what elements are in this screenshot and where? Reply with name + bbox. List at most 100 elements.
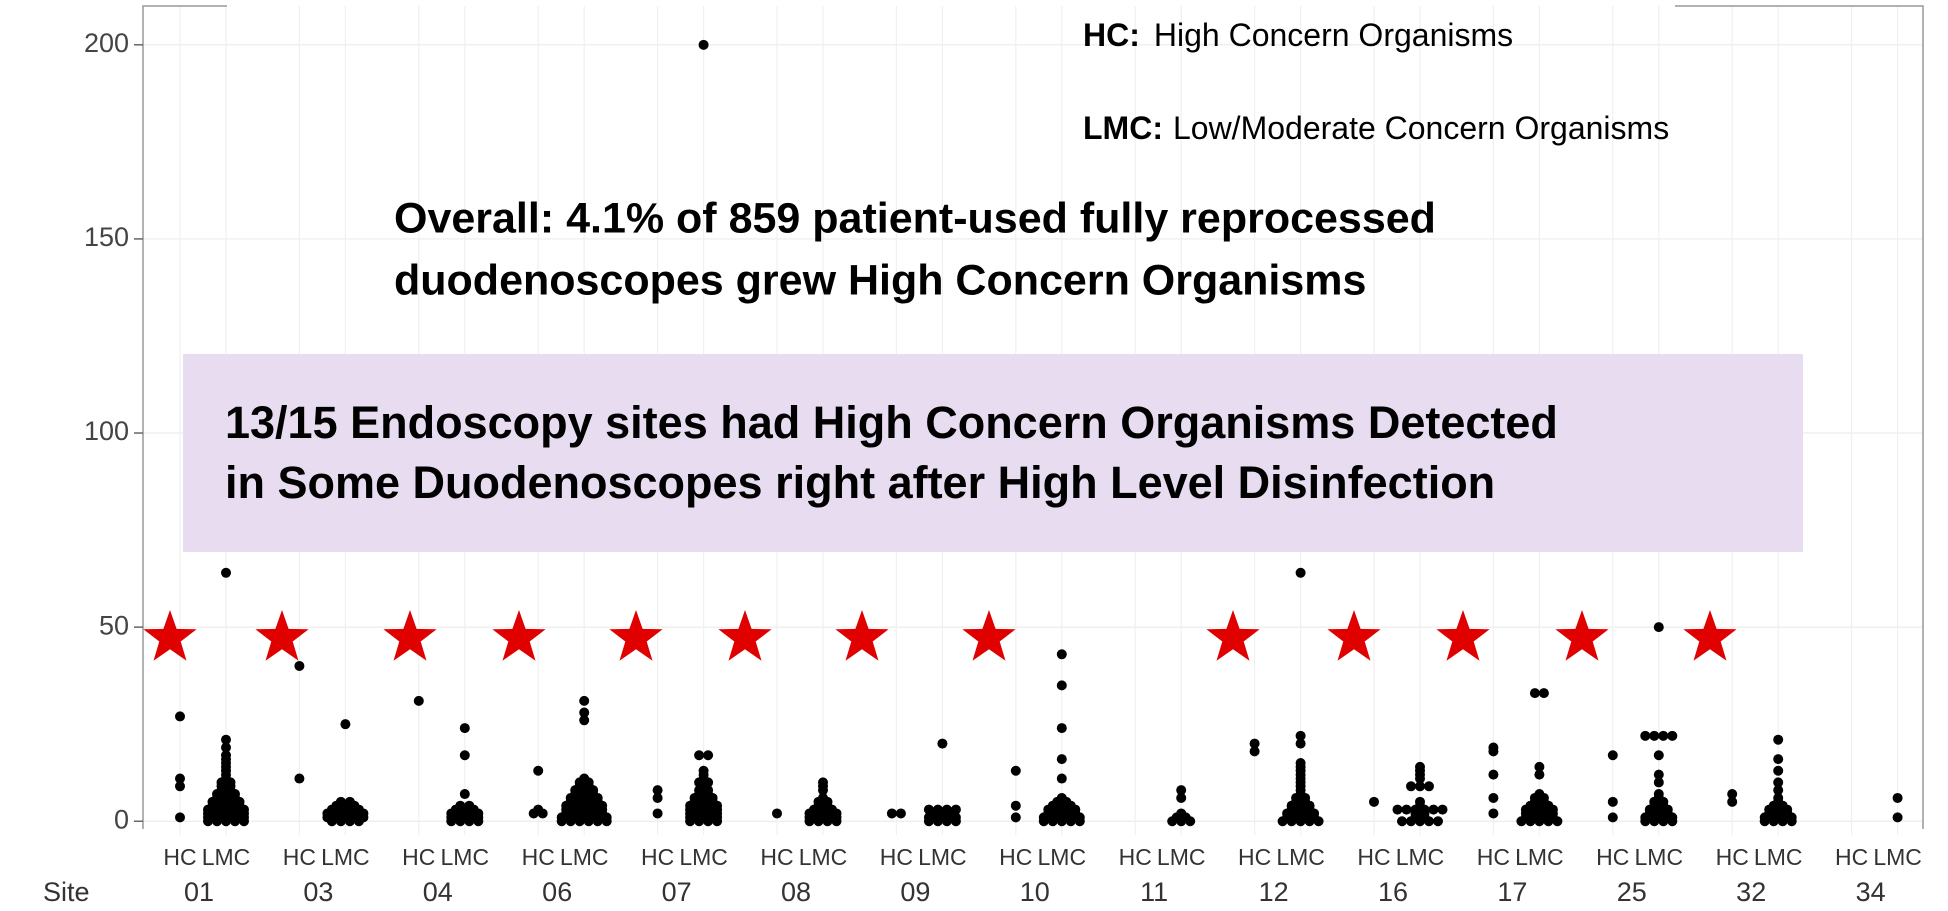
site-label: 06 [542, 877, 572, 907]
dot [1607, 796, 1618, 807]
dot [1658, 730, 1669, 741]
x-tick-label: LMC [679, 844, 728, 870]
star [143, 610, 197, 661]
x-tick-label: LMC [1396, 844, 1445, 870]
dot [1056, 649, 1067, 660]
dot [1415, 761, 1425, 772]
dot [1010, 812, 1021, 823]
site-label: 09 [900, 877, 930, 907]
dot [175, 711, 185, 722]
legend-key: HC: [1083, 17, 1140, 53]
dot [533, 765, 544, 776]
site-label: 04 [423, 877, 453, 907]
dot [1295, 758, 1306, 769]
dot [1176, 785, 1187, 796]
y-tick-label: 200 [84, 28, 129, 58]
dot [1249, 738, 1260, 749]
dot [818, 777, 828, 788]
star [962, 610, 1016, 661]
dot [1369, 796, 1379, 807]
star [1206, 610, 1260, 661]
dot [1667, 730, 1678, 741]
dot [1534, 789, 1545, 800]
site-label: 34 [1856, 877, 1886, 907]
x-tick-label: HC [641, 844, 674, 870]
dot [895, 808, 906, 819]
site-label: 10 [1020, 877, 1050, 907]
dot [413, 695, 424, 706]
dot [221, 742, 231, 753]
dot [1056, 754, 1067, 765]
dot [1773, 785, 1784, 796]
dot [579, 715, 590, 726]
dot [1056, 723, 1067, 734]
dot [1424, 781, 1434, 792]
dot [1727, 789, 1738, 800]
dot [1295, 738, 1306, 749]
site-label: 01 [184, 877, 214, 907]
x-tick-label: LMC [321, 844, 370, 870]
dots [175, 39, 1903, 827]
dot [1176, 808, 1187, 819]
dot [1437, 804, 1448, 815]
legend-lmc: LMC: Low/Moderate Concern Organisms [1083, 110, 1669, 146]
dot [175, 781, 185, 792]
dot [698, 765, 709, 776]
dot [464, 800, 475, 811]
dot [1056, 773, 1067, 784]
dot [579, 773, 590, 784]
x-tick-label: HC [999, 844, 1032, 870]
dot [344, 796, 355, 807]
site-label: 11 [1140, 877, 1168, 907]
site-label: 32 [1736, 877, 1766, 907]
legend-key: LMC: [1083, 110, 1163, 146]
star [1555, 610, 1609, 661]
plot-frame [142, 5, 1924, 829]
dot [1773, 734, 1784, 745]
x-tick-label: HC [760, 844, 793, 870]
dot [455, 800, 466, 811]
dot [698, 39, 709, 50]
dot [1773, 792, 1784, 803]
x-tick-label: HC [163, 844, 196, 870]
y-tick-label: 100 [84, 416, 129, 446]
callout-text: 13/15 Endoscopy sites had High Concern O… [225, 397, 1558, 448]
dot [1653, 777, 1664, 788]
star [835, 610, 889, 661]
dot [335, 796, 346, 807]
legend-hc: HC: High Concern Organisms [1083, 17, 1513, 53]
x-tick-label: HC [1835, 844, 1868, 870]
dot [459, 789, 470, 800]
site-label: 25 [1617, 877, 1647, 907]
dot [221, 750, 231, 761]
x-tick-label: HC [1596, 844, 1629, 870]
dot [1727, 796, 1738, 807]
site-label: 16 [1378, 877, 1408, 907]
dot [1488, 742, 1499, 753]
x-tick-label: HC [1238, 844, 1271, 870]
x-tick-label: LMC [560, 844, 609, 870]
dot [1428, 804, 1439, 815]
x-tick-label: HC [402, 844, 435, 870]
dot [1892, 812, 1903, 823]
legend-label: Low/Moderate Concern Organisms [1173, 110, 1669, 146]
dot [886, 808, 897, 819]
dot [652, 792, 663, 803]
star [1683, 610, 1737, 661]
dot [294, 660, 305, 671]
dot [818, 792, 828, 803]
dot [937, 738, 948, 749]
dot [703, 750, 714, 761]
dot [1401, 804, 1412, 815]
x-tick-label: HC [1119, 844, 1152, 870]
dot [1649, 730, 1660, 741]
dot [772, 808, 782, 819]
dot [579, 707, 590, 718]
dot [340, 719, 351, 730]
x-tick-label: HC [522, 844, 555, 870]
x-tick-label: LMC [202, 844, 251, 870]
site-axis-label: Site [43, 877, 90, 907]
dot [694, 750, 705, 761]
dot [1415, 781, 1425, 792]
